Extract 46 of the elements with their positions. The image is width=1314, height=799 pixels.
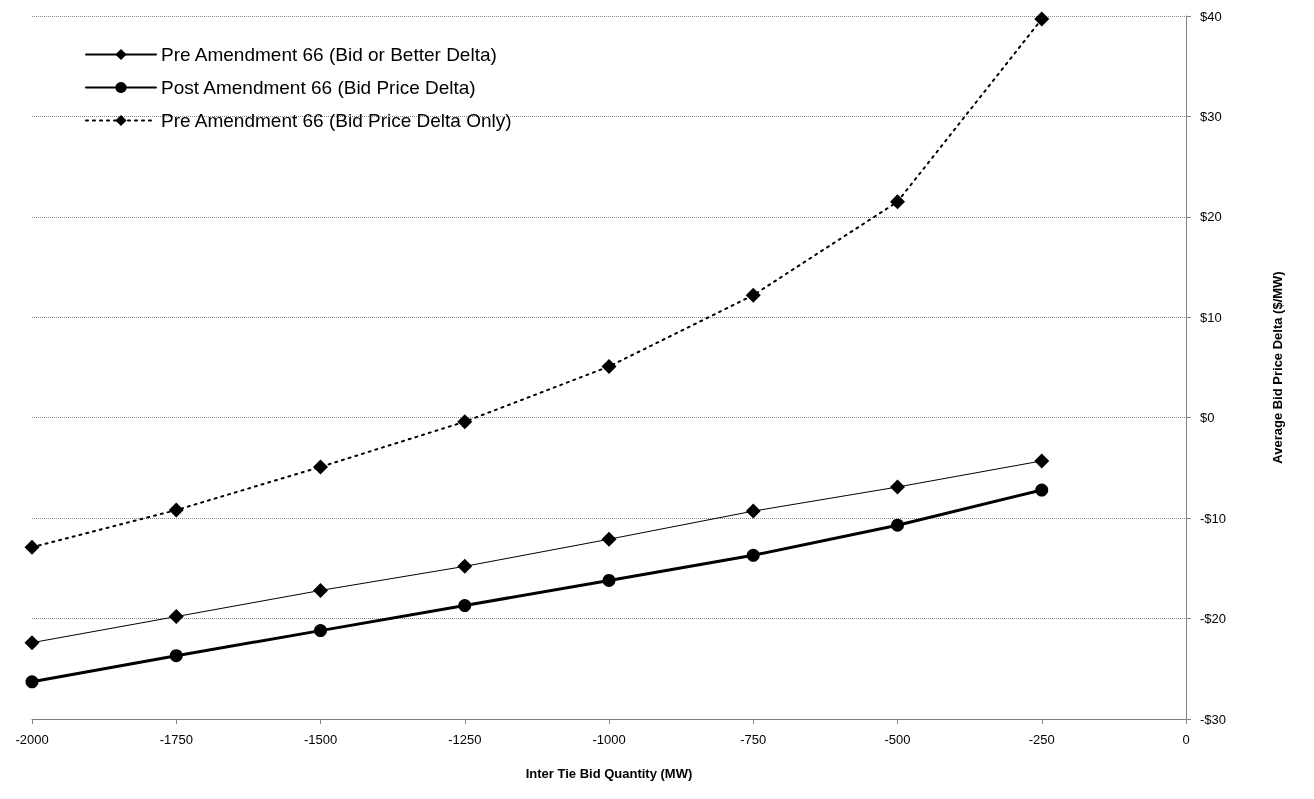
y-tick-label: $10: [1200, 309, 1222, 325]
x-axis-title: Inter Tie Bid Quantity (MW): [525, 766, 693, 781]
y-tick-label: $20: [1200, 209, 1222, 225]
point: [457, 558, 473, 574]
x-tick-label: -1000: [592, 732, 626, 747]
point: [1034, 453, 1050, 469]
point: [601, 359, 617, 374]
point: [313, 459, 328, 475]
x-tick-label: -250: [1028, 732, 1055, 747]
y-axis-title: Average Bid Price Delta ($/MW): [1270, 271, 1285, 464]
point: [1034, 11, 1050, 27]
point: [169, 649, 183, 663]
point: [168, 609, 184, 625]
x-tick-label: -500: [884, 732, 911, 747]
point: [25, 675, 39, 689]
x-tick-label: -750: [740, 732, 767, 747]
legend-label: Pre Amendment 66 (Bid Price Delta Only): [161, 110, 512, 131]
point: [24, 539, 40, 555]
point: [458, 599, 472, 613]
point: [1035, 483, 1049, 497]
legend-label: Pre Amendment 66 (Bid or Better Delta): [161, 44, 497, 65]
point: [745, 503, 761, 519]
x-tick-label: 0: [1182, 732, 1190, 747]
point: [891, 518, 904, 532]
x-tick-label: -2000: [15, 732, 49, 747]
y-tick-label: -$20: [1200, 611, 1227, 627]
point: [745, 287, 761, 303]
y-tick-label: -$30: [1200, 711, 1227, 727]
point: [602, 573, 616, 587]
point: [890, 194, 905, 210]
point: [168, 502, 184, 518]
point: [890, 479, 905, 495]
x-tick-label: -1500: [303, 732, 338, 747]
point: [601, 531, 617, 547]
x-tick-label: -1750: [159, 732, 193, 747]
y-tick-label: $0: [1200, 410, 1215, 426]
point: [24, 635, 40, 651]
point: [457, 414, 473, 430]
x-tick-label: -1250: [448, 732, 482, 747]
point: [746, 548, 760, 562]
y-tick-label: $30: [1200, 108, 1222, 124]
y-tick-label: $40: [1200, 8, 1222, 24]
legend-label: Post Amendment 66 (Bid Price Delta): [161, 77, 476, 98]
y-tick-label: -$10: [1200, 510, 1227, 526]
point: [314, 624, 327, 638]
point: [313, 582, 328, 598]
